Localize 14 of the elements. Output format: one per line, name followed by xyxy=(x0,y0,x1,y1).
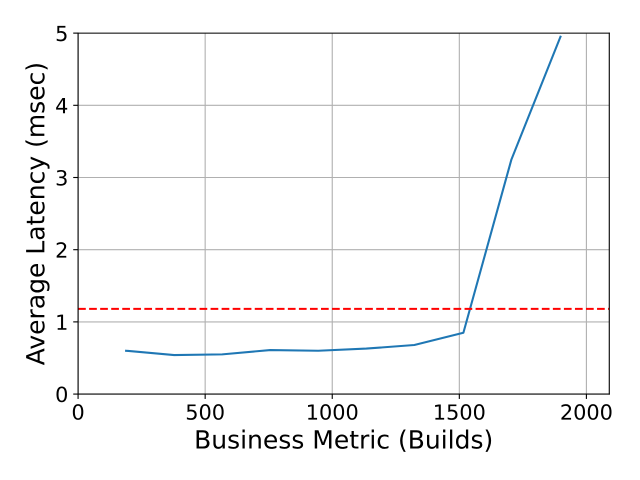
y-axis-title: Average Latency (msec) xyxy=(25,64,50,366)
y-tick-label: 5 xyxy=(56,26,67,42)
x-tick-label: 500 xyxy=(186,404,224,420)
x-tick-label: 0 xyxy=(72,404,84,420)
x-axis-title: Business Metric (Builds) xyxy=(196,430,492,452)
x-tick-label: 1000 xyxy=(308,404,358,420)
y-tick-label: 1 xyxy=(57,314,66,330)
y-tick-label: 0 xyxy=(56,386,67,402)
y-tick-label: 4 xyxy=(56,98,68,114)
x-tick-label: 2000 xyxy=(561,404,612,420)
y-tick-label: 3 xyxy=(56,170,67,186)
line-series xyxy=(125,36,562,356)
x-tick-label: 1500 xyxy=(435,404,484,420)
y-tick-label: 2 xyxy=(56,242,66,258)
